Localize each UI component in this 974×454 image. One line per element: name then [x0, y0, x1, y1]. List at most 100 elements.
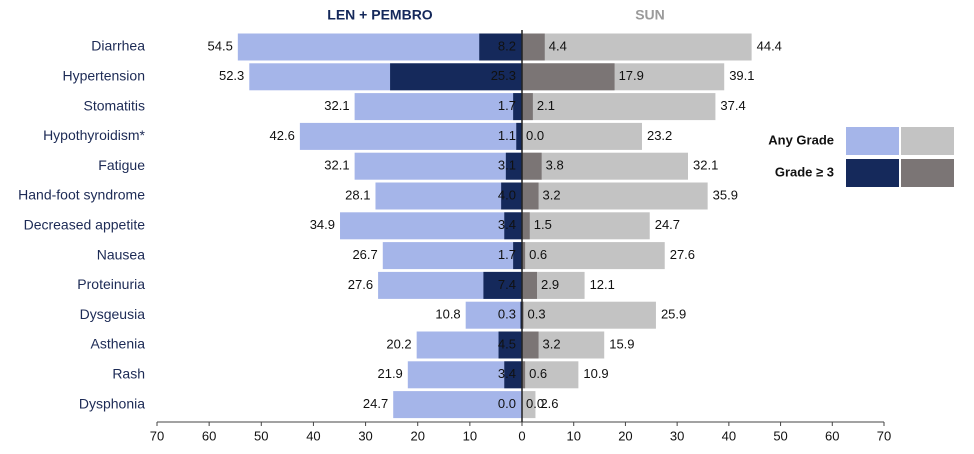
bar [522, 182, 708, 210]
x-tick-label: 20 [618, 428, 632, 443]
category-label: Fatigue [98, 157, 145, 173]
value-label: 42.6 [270, 128, 295, 143]
bar [513, 93, 522, 121]
x-tick-label: 50 [254, 428, 268, 443]
category-label: Hypothyroidism* [43, 127, 145, 143]
bar [479, 33, 522, 61]
legend-label: Grade ≥ 3 [775, 164, 834, 179]
value-label: 8.2 [498, 38, 516, 53]
value-label: 2.6 [540, 396, 558, 411]
value-label: 4.4 [549, 38, 567, 53]
value-label: 3.1 [498, 158, 516, 173]
bar [382, 242, 522, 270]
bar [516, 122, 522, 150]
value-label: 10.9 [583, 366, 608, 381]
x-tick-label: 70 [150, 428, 164, 443]
value-label: 28.1 [345, 187, 370, 202]
bar [522, 212, 650, 240]
value-label: 24.7 [655, 217, 680, 232]
category-label: Hypertension [63, 68, 146, 84]
bar [522, 93, 716, 121]
value-label: 3.8 [546, 158, 564, 173]
value-label: 34.9 [310, 217, 335, 232]
bar [522, 242, 665, 270]
category-label: Stomatitis [84, 97, 145, 113]
value-label: 1.5 [534, 217, 552, 232]
value-label: 4.0 [498, 187, 516, 202]
panel-title: LEN + PEMBRO [327, 7, 433, 23]
value-label: 3.2 [543, 336, 561, 351]
x-tick-label: 40 [722, 428, 736, 443]
bar [522, 301, 656, 329]
bar [522, 361, 579, 389]
value-label: 39.1 [729, 68, 754, 83]
value-label: 3.4 [498, 366, 516, 381]
value-label: 44.4 [757, 38, 782, 53]
category-label: Diarrhea [91, 38, 145, 54]
bar [237, 33, 523, 61]
bar [354, 93, 522, 121]
bar [522, 212, 530, 240]
bar [520, 301, 522, 329]
bar [354, 152, 522, 180]
bar [504, 212, 522, 240]
value-label: 0.3 [498, 307, 516, 322]
value-label: 0.0 [526, 396, 544, 411]
bar [393, 391, 522, 419]
bar [505, 152, 522, 180]
x-tick-label: 50 [773, 428, 787, 443]
category-label: Rash [112, 366, 145, 382]
bar [522, 271, 537, 299]
category-label: Hand-foot syndrome [18, 187, 145, 203]
value-label: 0.0 [498, 396, 516, 411]
x-tick-label: 20 [410, 428, 424, 443]
value-label: 2.9 [541, 277, 559, 292]
category-label: Dysgeusia [80, 306, 146, 322]
value-label: 1.7 [498, 98, 516, 113]
category-label: Proteinuria [77, 276, 145, 292]
value-label: 15.9 [609, 336, 634, 351]
x-tick-label: 60 [825, 428, 839, 443]
value-label: 23.2 [647, 128, 672, 143]
x-tick-label: 10 [566, 428, 580, 443]
legend-swatch [901, 127, 954, 155]
category-label: Nausea [97, 246, 145, 262]
value-label: 0.6 [529, 366, 547, 381]
value-label: 52.3 [219, 68, 244, 83]
x-tick-label: 30 [358, 428, 372, 443]
bar [522, 391, 536, 419]
value-label: 32.1 [324, 98, 349, 113]
category-label: Dysphonia [79, 395, 145, 411]
value-label: 32.1 [324, 158, 349, 173]
bar [390, 63, 522, 91]
bar [522, 242, 526, 270]
bar [522, 301, 524, 329]
panel-title: SUN [635, 7, 665, 23]
value-label: 27.6 [670, 247, 695, 262]
value-label: 25.9 [661, 307, 686, 322]
value-label: 3.2 [543, 187, 561, 202]
legend-label: Any Grade [768, 132, 834, 147]
value-label: 7.4 [498, 277, 516, 292]
bar [513, 242, 522, 270]
bar [522, 33, 545, 61]
x-tick-label: 10 [463, 428, 477, 443]
bar [375, 182, 522, 210]
value-label: 25.3 [491, 68, 516, 83]
value-label: 20.2 [386, 336, 411, 351]
value-label: 32.1 [693, 158, 718, 173]
x-tick-label: 30 [670, 428, 684, 443]
bar [522, 93, 533, 121]
bar [340, 212, 522, 240]
category-label: Asthenia [91, 336, 146, 352]
x-tick-label: 40 [306, 428, 320, 443]
value-label: 17.9 [619, 68, 644, 83]
bar [465, 301, 522, 329]
legend-swatch [846, 127, 899, 155]
legend-swatch [901, 159, 954, 187]
value-label: 37.4 [720, 98, 745, 113]
value-label: 0.6 [529, 247, 547, 262]
bar [522, 182, 539, 210]
x-tick-label: 70 [877, 428, 891, 443]
